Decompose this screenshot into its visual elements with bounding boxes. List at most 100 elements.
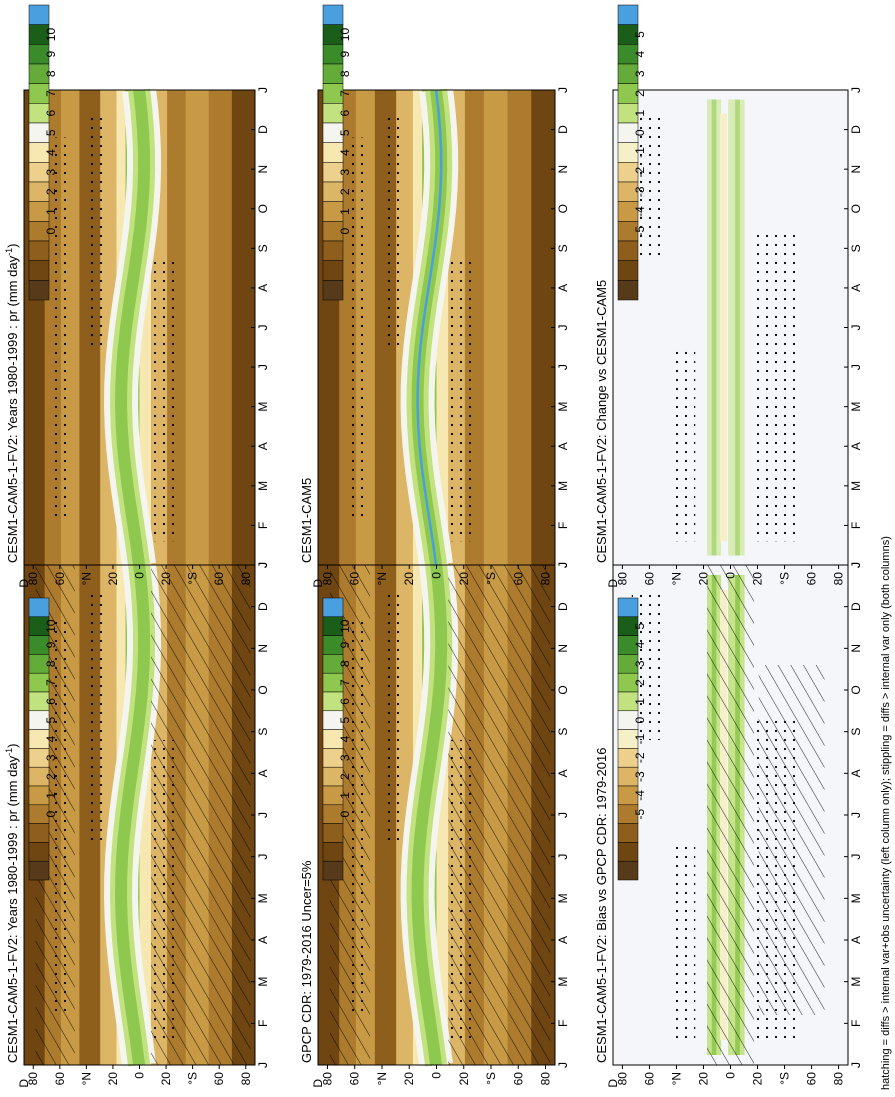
- lat-tick-label: 20: [159, 572, 173, 586]
- axis-end-label: D: [311, 579, 325, 588]
- lat-tick-label: 0: [430, 572, 444, 579]
- color-band: [208, 90, 232, 565]
- lat-tick-label: 60: [511, 572, 525, 586]
- lat-tick-label: °N: [79, 572, 93, 585]
- stippling: [384, 113, 404, 352]
- hatching: [707, 565, 754, 1065]
- color-band: [719, 113, 727, 542]
- colorbar-label: 0: [44, 228, 58, 235]
- colorbar-label: 8: [44, 660, 58, 667]
- month-label: J: [849, 854, 863, 860]
- colorbar-label: 2: [338, 188, 352, 195]
- stippling: [754, 232, 801, 542]
- month-label: S: [256, 728, 270, 736]
- month-label: D: [256, 602, 270, 611]
- colorbar-label: 3: [44, 169, 58, 176]
- month-label: O: [556, 685, 570, 694]
- month-label: O: [256, 204, 270, 213]
- panel-title: CESM1-CAM5-1-FV2: Change vs CESM1-CAM5: [594, 280, 609, 563]
- colorbar-swatch: [617, 280, 639, 301]
- month-label: M: [256, 893, 270, 903]
- lat-tick-label: 60: [53, 572, 67, 586]
- color-band: [436, 90, 449, 565]
- colorbar-label: 4: [633, 641, 647, 648]
- colorbar-label: 4: [633, 51, 647, 58]
- month-label: O: [849, 685, 863, 694]
- colorbar-label: 0: [633, 129, 647, 136]
- lat-tick-label: °N: [375, 1072, 389, 1085]
- itcz-band: [416, 89, 443, 566]
- month-label: J: [256, 854, 270, 860]
- lat-tick-label: 20: [106, 1072, 120, 1086]
- colorbar-label: 0: [338, 228, 352, 235]
- month-label: D: [556, 125, 570, 134]
- panel-title: GPCP CDR: 1979-2016 Uncer=5%: [299, 860, 314, 1063]
- colorbar-label: 3: [633, 660, 647, 667]
- colorbar-label: 0: [338, 811, 352, 818]
- stippling: [88, 590, 108, 840]
- color-band: [735, 99, 740, 556]
- month-label: M: [256, 402, 270, 412]
- colorbar-label: 3: [44, 754, 58, 761]
- lat-tick-label: 20: [696, 1072, 710, 1086]
- colorbar-label: 5: [44, 129, 58, 136]
- stippling: [671, 840, 696, 1040]
- month-label: N: [849, 644, 863, 653]
- colorbar-label: -4: [633, 206, 647, 217]
- itcz-band: [115, 564, 151, 1066]
- month-label: J: [256, 812, 270, 818]
- lat-tick-label: 60: [805, 572, 819, 586]
- lat-tick-label: 20: [457, 1072, 471, 1086]
- colorbar-label: -1: [633, 733, 647, 744]
- lat-tick-label: °S: [186, 1072, 200, 1085]
- itcz-band: [411, 564, 448, 1066]
- month-label: J: [556, 1062, 570, 1068]
- footnote: hatching = diffs > internal var+obs unce…: [880, 536, 892, 1090]
- month-label: N: [556, 165, 570, 174]
- colorbar-swatch: [28, 240, 50, 261]
- month-label: J: [556, 562, 570, 568]
- panel-p6: 80 60 °N 20 0 20 °S 60 80DJFMAMJJASONDJCESM1-CAM…: [594, 4, 863, 588]
- colorbar-label: 6: [338, 698, 352, 705]
- month-label: F: [849, 522, 863, 529]
- colorbar-label: -4: [633, 790, 647, 801]
- colorbar-label: 7: [44, 90, 58, 97]
- panel-p4: 80 60 °N 20 0 20 °S 60 80DJFMAMJJASONDJCESM1-CAM…: [299, 4, 570, 588]
- month-label: J: [256, 325, 270, 331]
- month-label: S: [849, 244, 863, 252]
- month-label: S: [556, 728, 570, 736]
- month-label: A: [556, 442, 570, 450]
- axis-end-label: D: [606, 1079, 620, 1088]
- lat-tick-label: 20: [457, 572, 471, 586]
- stippling: [448, 256, 473, 542]
- lat-tick-label: 80: [539, 1072, 553, 1086]
- lat-tick-label: °N: [669, 1072, 683, 1085]
- colorbar-swatch: [322, 240, 344, 261]
- month-label: J: [556, 562, 570, 568]
- month-label: A: [849, 769, 863, 777]
- month-label: J: [256, 1062, 270, 1068]
- month-label: D: [849, 602, 863, 611]
- month-label: J: [849, 325, 863, 331]
- month-label: J: [849, 87, 863, 93]
- lat-tick-label: 80: [320, 572, 334, 586]
- lat-tick-label: 0: [724, 1072, 738, 1079]
- colorbar-swatch: [322, 597, 344, 618]
- month-label: O: [849, 204, 863, 213]
- hatching: [151, 565, 251, 1065]
- lat-tick-label: 60: [511, 1072, 525, 1086]
- color-band: [185, 90, 209, 565]
- colorbar-label: 1: [338, 208, 352, 215]
- colorbar-label: 2: [633, 679, 647, 686]
- colorbar-label: 10: [44, 619, 58, 633]
- colorbar-label: -3: [633, 186, 647, 197]
- colorbar-label: 5: [44, 717, 58, 724]
- colorbar-label: 8: [338, 660, 352, 667]
- colorbar-label: 1: [44, 792, 58, 799]
- color-band: [231, 90, 255, 565]
- axis-end-label: D: [311, 1079, 325, 1088]
- lat-tick-label: 60: [53, 1072, 67, 1086]
- month-label: N: [849, 165, 863, 174]
- colorbar-label: 1: [44, 208, 58, 215]
- colorbar-label: 4: [338, 735, 352, 742]
